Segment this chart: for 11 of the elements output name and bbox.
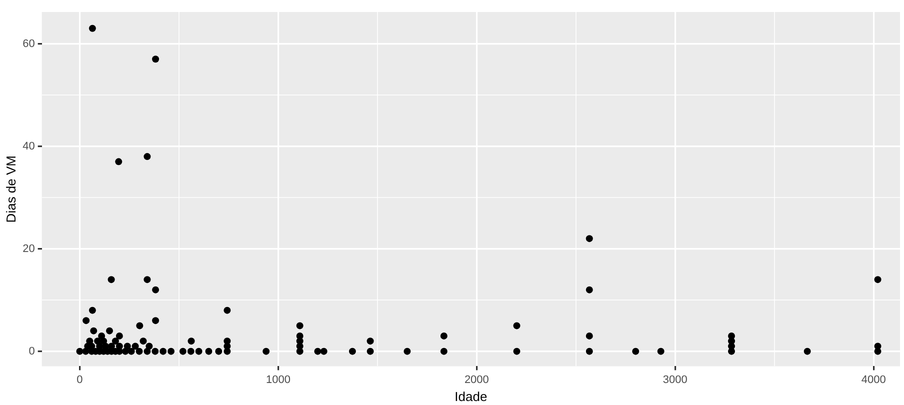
y-axis-title: Dias de VM <box>3 156 18 223</box>
x-tick-label: 4000 <box>861 374 886 386</box>
x-tick-label: 3000 <box>662 374 688 386</box>
x-tick-label: 2000 <box>464 374 489 386</box>
y-tick-label: 40 <box>22 140 35 152</box>
y-tick-label: 0 <box>28 345 35 358</box>
x-axis-title: Idade <box>454 388 488 404</box>
y-tick-label: 20 <box>22 242 35 255</box>
y-tick-label: 60 <box>22 38 35 50</box>
x-tick-label: 0 <box>76 374 83 386</box>
x-tick-label: 1000 <box>266 374 290 386</box>
